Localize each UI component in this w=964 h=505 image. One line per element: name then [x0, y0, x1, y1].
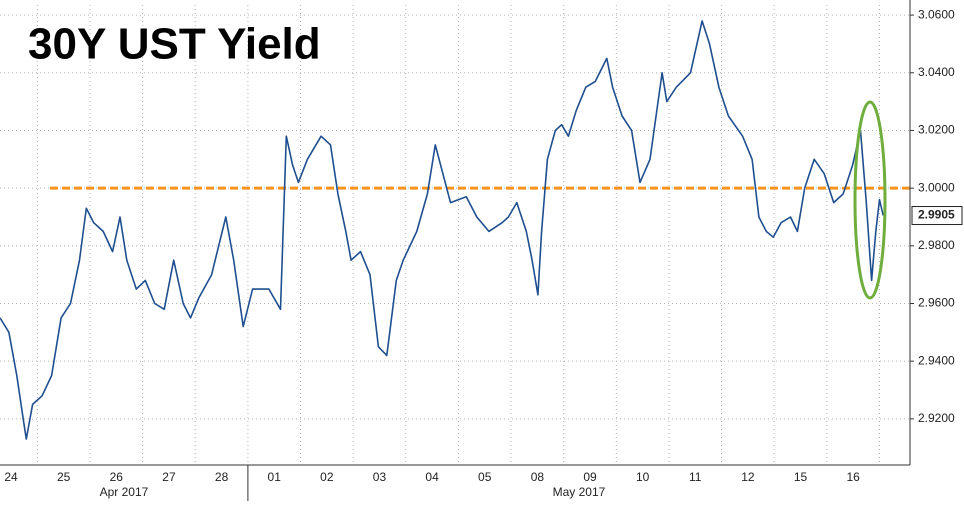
y-tick-label: 2.9200	[918, 411, 955, 425]
x-tick-label: 27	[162, 470, 176, 484]
grid	[0, 5, 910, 465]
x-tick-label: 16	[846, 470, 860, 484]
x-tick-label: 11	[689, 470, 702, 484]
x-tick-label: 25	[57, 470, 71, 484]
y-tick-label: 3.0000	[918, 180, 955, 194]
y-tick-label: 3.0200	[918, 123, 955, 137]
x-tick-label: 02	[320, 470, 334, 484]
y-tick-label: 2.9400	[918, 353, 955, 367]
last-value-label: 2.9905	[918, 208, 955, 222]
x-tick-label: 04	[425, 470, 439, 484]
x-tick-label: 10	[636, 470, 650, 484]
y-tick-label: 2.9600	[918, 296, 955, 310]
month-label: Apr 2017	[100, 485, 149, 499]
x-tick-label: 15	[794, 470, 808, 484]
last-value-box	[911, 206, 963, 226]
chart-title: 30Y UST Yield	[28, 20, 321, 69]
x-tick-label: 12	[741, 470, 755, 484]
x-tick-label: 01	[268, 470, 282, 484]
x-tick-label: 28	[215, 470, 229, 484]
y-tick-label: 2.9800	[918, 238, 955, 252]
x-tick-label: 05	[478, 470, 492, 484]
highlight-ellipse	[853, 100, 887, 300]
plot	[0, 20, 910, 440]
y-tick-label: 3.0400	[918, 65, 955, 79]
y-tick-label: 3.0600	[918, 7, 955, 21]
x-tick-label: 08	[531, 470, 545, 484]
x-tick-label: 09	[583, 470, 597, 484]
x-tick-label: 26	[110, 470, 124, 484]
x-tick-label: 03	[373, 470, 387, 484]
month-label: May 2017	[553, 485, 606, 499]
axes: 2.9200 2.9400 2.9600 2.9800 3.0000 3.0200 3.04…	[4, 7, 963, 501]
x-tick-label: 24	[4, 470, 18, 484]
series-line	[0, 20, 884, 440]
